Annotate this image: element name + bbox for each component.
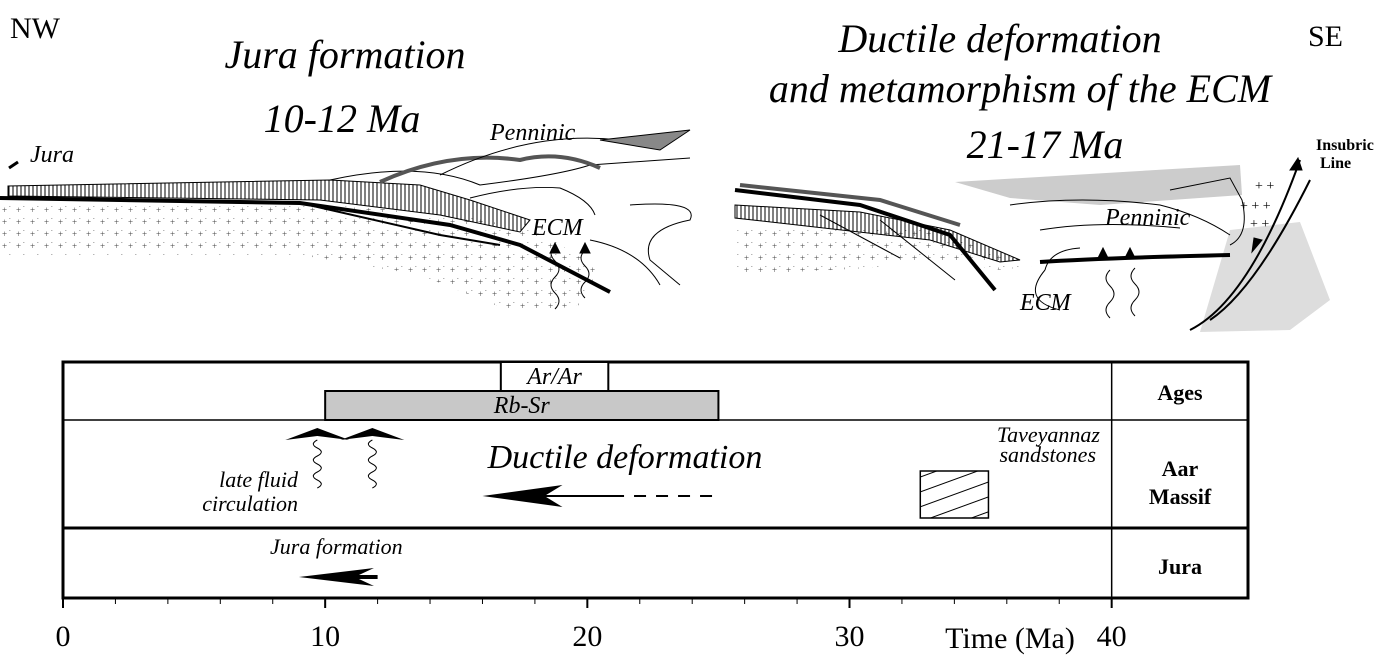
svg-text:+ +: + + xyxy=(1250,217,1269,232)
label: Line xyxy=(1320,155,1351,172)
label: sandstones xyxy=(999,442,1096,467)
label: Penninic xyxy=(489,120,576,146)
bar-label: Rb-Sr xyxy=(493,393,551,419)
fluid-wave xyxy=(313,440,321,488)
label: circulation xyxy=(202,491,298,516)
label: Insubric xyxy=(1316,137,1374,154)
title: 21-17 Ma xyxy=(967,122,1124,167)
fluid-arrow xyxy=(340,428,404,440)
title: 10-12 Ma xyxy=(264,96,421,141)
fluid-wave xyxy=(368,440,376,488)
label: ECM xyxy=(531,215,585,241)
row-label: Massif xyxy=(1149,484,1212,509)
row-label: Jura xyxy=(1158,554,1202,579)
label: Penninic xyxy=(1104,205,1191,231)
label: late fluid xyxy=(219,467,299,492)
bar-label: Ar/Ar xyxy=(525,364,582,390)
tick-label: 0 xyxy=(56,620,71,653)
row-label: Aar xyxy=(1162,456,1199,481)
direction-label: SE xyxy=(1308,20,1343,53)
label: Ductile deformation xyxy=(487,439,763,476)
cross-section-left xyxy=(0,130,691,315)
row-label: Ages xyxy=(1157,380,1203,405)
jura-arrow xyxy=(299,568,378,586)
fluid-arrow xyxy=(285,428,349,440)
svg-text:+ +: + + xyxy=(1255,179,1274,194)
label: Jura formation xyxy=(270,534,403,559)
axis-label: Time (Ma) xyxy=(945,622,1075,655)
tick-label: 10 xyxy=(310,620,340,653)
title: and metamorphism of the ECM xyxy=(769,66,1274,111)
direction-label: NW xyxy=(10,12,61,45)
svg-text:+ + +: + + + xyxy=(1240,199,1271,214)
figure: +. + + + + + + + NW Jura formation 10-12… xyxy=(0,0,1382,656)
title: Jura formation xyxy=(224,32,465,77)
tick-label: 40 xyxy=(1097,620,1127,653)
tick-label: 20 xyxy=(572,620,602,653)
title: Ductile deformation xyxy=(837,16,1161,61)
label: ECM xyxy=(1019,290,1073,316)
taveyannaz-box xyxy=(920,471,988,518)
label: Jura xyxy=(30,142,74,168)
tick-label: 30 xyxy=(835,620,865,653)
